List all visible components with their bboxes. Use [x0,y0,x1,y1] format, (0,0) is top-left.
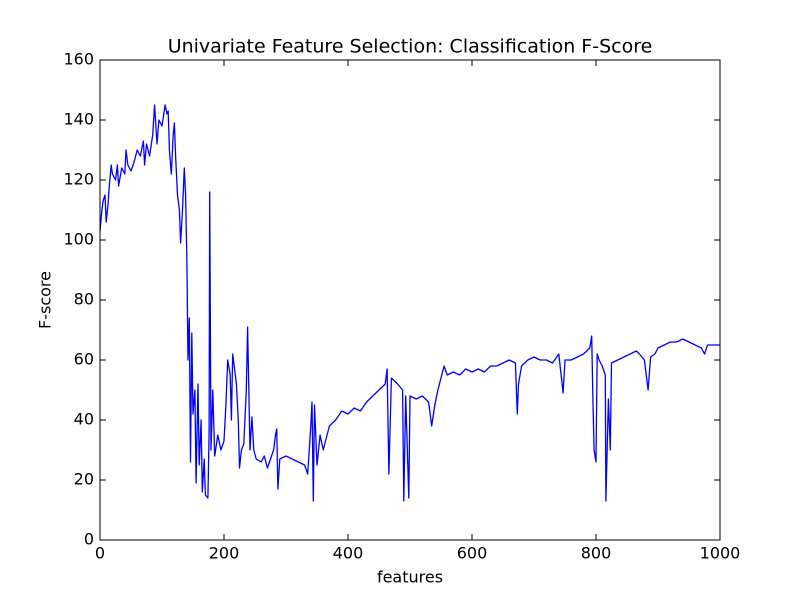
x-tick-label: 600 [457,544,488,563]
y-tick-label: 20 [74,470,94,489]
y-axis-label: F-score [36,271,55,329]
y-tick-label: 120 [63,170,94,189]
y-tick-label: 140 [63,110,94,129]
x-tick-label: 800 [581,544,612,563]
y-tick-label: 0 [84,530,94,549]
plot-frame [99,59,721,541]
x-tick-label: 1000 [700,544,741,563]
y-tick-label: 40 [74,410,94,429]
y-tick-label: 80 [74,290,94,309]
y-tick-label: 100 [63,230,94,249]
x-tick-label: 200 [209,544,240,563]
x-tick-label: 0 [95,544,105,563]
y-tick-label: 160 [63,50,94,69]
x-axis-label: features [377,568,443,587]
chart-title: Univariate Feature Selection: Classifica… [168,36,653,58]
x-tick-label: 400 [333,544,364,563]
y-tick-label: 60 [74,350,94,369]
data-line [99,104,720,502]
